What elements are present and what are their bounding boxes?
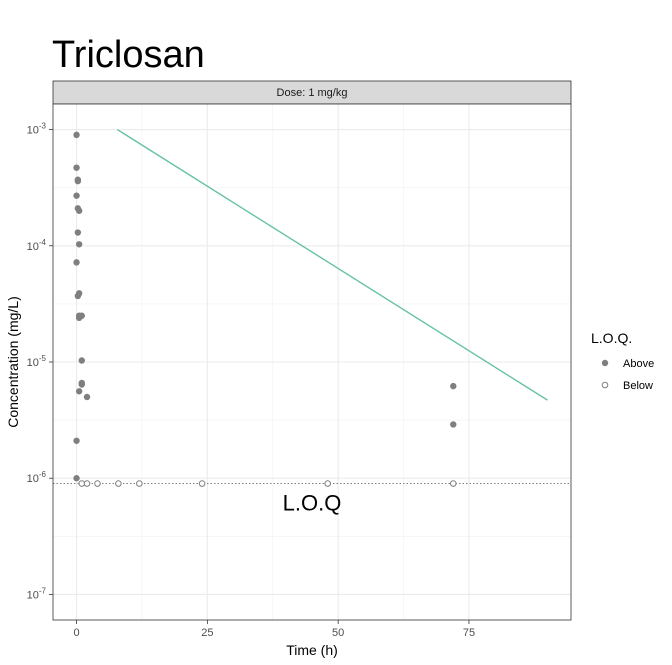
point-above (450, 382, 457, 390)
point-below (136, 480, 143, 487)
point-above (73, 131, 80, 139)
point-above (73, 192, 80, 199)
point-above (75, 241, 83, 248)
legend-marker-below (601, 381, 609, 389)
point-above (73, 475, 80, 482)
point-above (74, 229, 82, 236)
legend-label-above: Above (623, 358, 654, 370)
y-tick-label: 10-4 (27, 238, 47, 253)
point-above (78, 381, 85, 388)
point-above (74, 292, 82, 300)
x-tick-label: 25 (201, 627, 213, 639)
chart-title: Triclosan (52, 34, 205, 76)
x-axis: 0 25 50 75 (73, 620, 475, 639)
point-above (75, 314, 83, 322)
point-below (198, 480, 206, 487)
point-below (324, 480, 331, 487)
point-above (74, 177, 82, 185)
fit-line (116, 128, 548, 401)
point-above (450, 421, 457, 428)
x-tick-label: 0 (73, 627, 79, 639)
fit-group (116, 128, 548, 401)
point-below (83, 480, 91, 487)
point-above (73, 259, 80, 266)
y-axis: 10-7 10-6 10-5 10-4 10-3 (27, 122, 53, 601)
point-above (83, 393, 91, 401)
point-below (449, 480, 457, 487)
loq-group: L.O.Q (53, 483, 571, 516)
facet-strip: Dose: 1 mg/kg (52, 80, 572, 105)
y-axis-title: Concentration (mg/L) (5, 296, 21, 428)
point-below (94, 480, 101, 487)
data-points (73, 131, 457, 487)
point-above (73, 164, 80, 171)
point-above (78, 357, 85, 364)
point-above (73, 437, 80, 444)
point-above (75, 207, 83, 214)
grid-major (53, 104, 571, 620)
legend: L.O.Q. Above Below (591, 330, 654, 392)
legend-label-below: Below (623, 380, 653, 392)
legend-title: L.O.Q. (591, 330, 632, 346)
y-tick-label: 10-6 (27, 470, 47, 485)
y-tick-label: 10-5 (27, 354, 47, 369)
x-axis-title: Time (h) (286, 642, 338, 658)
y-tick-label: 10-7 (27, 586, 47, 601)
x-tick-label: 50 (332, 627, 344, 639)
x-tick-label: 75 (463, 627, 475, 639)
y-tick-label: 10-3 (27, 122, 47, 137)
loq-label: L.O.Q (283, 491, 342, 516)
legend-marker-above (601, 359, 609, 367)
plot-panel: L.O.Q (52, 103, 572, 621)
point-below (115, 480, 122, 487)
facet-strip-label: Dose: 1 mg/kg (277, 87, 348, 99)
point-above (75, 388, 83, 395)
